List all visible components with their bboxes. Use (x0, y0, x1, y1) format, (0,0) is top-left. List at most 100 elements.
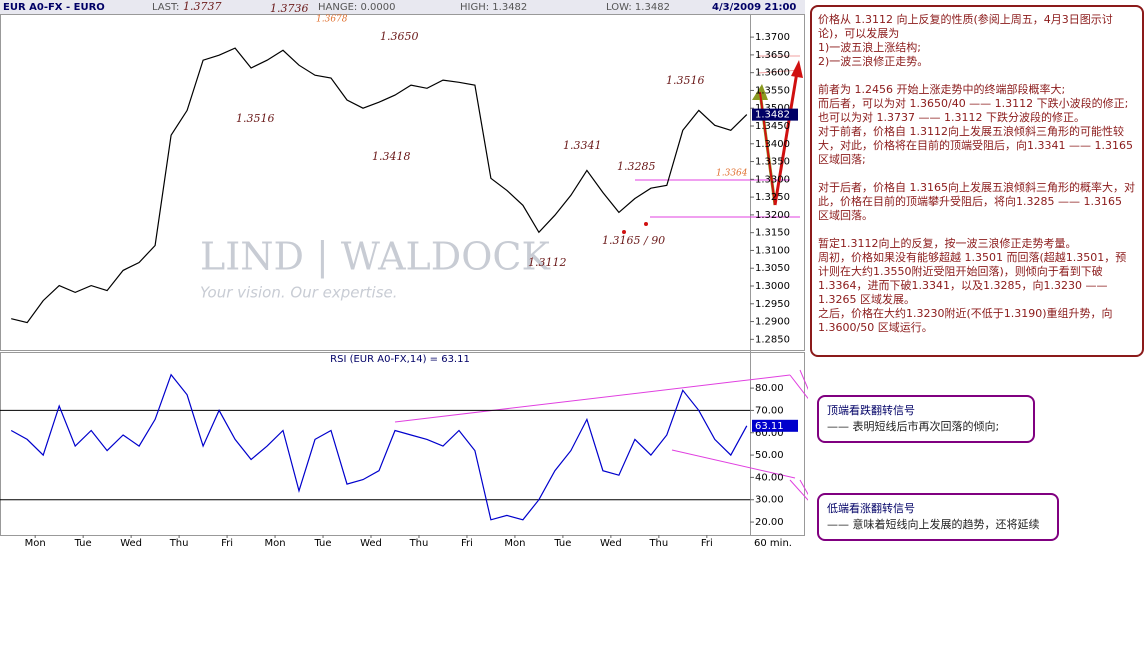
x-tick-label: Thu (169, 538, 189, 549)
x-tick-label: Tue (313, 538, 331, 549)
note-paragraph: 前者为 1.2456 开始上涨走势中的终端部段概率大; (818, 83, 1066, 96)
y-tick-label: 70.00 (755, 405, 784, 416)
series-line (11, 47, 748, 324)
arrow (773, 71, 799, 206)
last-label: LAST: (152, 2, 179, 13)
y-tick-label: 20.00 (755, 517, 784, 528)
analysis-notes: 价格从 1.3112 向上反复的性质(参阅上周五，4月3日图示讨论)，可以发展为… (810, 5, 1144, 357)
last-value: 1.3737 (183, 0, 222, 13)
price-frame (0, 14, 805, 351)
price-annotation: 1.3678 (316, 15, 348, 25)
x-tick-label: Fri (701, 538, 713, 549)
price-annotation: 1.3341 (563, 139, 602, 152)
x-tick-label: Wed (120, 538, 142, 549)
note-paragraph: 而后者，可以为对 1.3650/40 —— 1.3112 下跌小波段的修正; (818, 97, 1129, 110)
price-annotation: 1.3650 (380, 30, 419, 43)
watermark-brand: LIND | WALDOCK (200, 235, 550, 279)
y-tick-label: 1.3400 (755, 139, 790, 150)
series-line (10, 373, 748, 521)
callout: 顶端看跌翻转信号 —— 表明短线后市再次回落的倾向; (817, 395, 1035, 443)
y-tick-label: 1.3000 (755, 281, 790, 292)
y-tick-label: 1.3100 (755, 245, 790, 256)
y-tick-label: 1.3350 (755, 157, 790, 168)
y-tick-label: 50.00 (755, 450, 784, 461)
y-tick-label: 1.3700 (755, 32, 790, 43)
price-annotation: 1.3112 (528, 256, 567, 269)
y-tick-label: 1.3200 (755, 210, 790, 221)
y-tick-label: 60.00 (755, 428, 784, 439)
change: HANGE: 0.0000 (318, 2, 395, 13)
y-tick-label: 1.3050 (755, 263, 790, 274)
note-paragraph: 周初，价格如果没有能够超越 1.3501 而回落(超越1.3501，预计则在大约… (818, 251, 1127, 306)
symbol: EUR A0-FX - EURO (3, 2, 105, 13)
y-tick-label: 30.00 (755, 495, 784, 506)
note-paragraph: 之后，价格在大约1.3230附近(不低于1.3190)重组升势，向 1.3600… (818, 307, 1113, 334)
y-tick-label: 80.00 (755, 383, 784, 394)
rsi-frame (0, 352, 805, 536)
price-annotation: 1.3364 (716, 169, 748, 179)
price-annotation: 1.3165 / 90 (602, 234, 665, 247)
callout-text: —— 表明短线后市再次回落的倾向; (827, 420, 1000, 433)
y-tick-label: 1.3550 (755, 85, 790, 96)
last-value-label: 63.11 (755, 421, 784, 432)
header-bar (0, 0, 805, 14)
x-tick-label: Mon (265, 538, 286, 549)
callout-arrow (789, 479, 808, 501)
y-tick-label: 1.3650 (755, 50, 790, 61)
note-paragraph: 暂定1.3112向上的反复，按一波三浪修正走势考量。 (818, 237, 1077, 250)
arrow-head (791, 60, 803, 78)
last-value-box (752, 108, 798, 121)
last-value-box (752, 419, 798, 432)
trend-line (394, 374, 791, 423)
note-paragraph: 对于前者，价格自 1.3112向上发展五浪倾斜三角形的可能性较大，对此，价格将在… (818, 125, 1133, 166)
price-annotation: 1.3418 (372, 150, 411, 163)
trend-line (757, 69, 801, 74)
x-tick-label: Mon (25, 538, 46, 549)
callout: 低端看涨翻转信号 —— 意味着短线向上发展的趋势，还将延续 (817, 493, 1059, 541)
price-annotation: 1.3516 (236, 112, 275, 125)
note-paragraph: 价格从 1.3112 向上反复的性质(参阅上周五，4月3日图示讨论)，可以发展为 (818, 13, 1113, 40)
price-annotation: 1.3736 (270, 2, 309, 15)
marker-dot (622, 230, 626, 234)
y-tick-label: 1.3450 (755, 121, 790, 132)
y-tick-label: 1.2950 (755, 299, 790, 310)
y-tick-label: 1.3150 (755, 228, 790, 239)
trend-line (671, 449, 796, 479)
x-tick-label: Fri (221, 538, 233, 549)
marker-dot (644, 222, 648, 226)
y-tick-label: 1.2900 (755, 317, 790, 328)
callout-title: 低端看涨翻转信号 (827, 502, 915, 515)
x-tick-label: Tue (74, 538, 92, 549)
price-annotation: 1.3516 (666, 74, 705, 87)
watermark-slogan: Your vision. Our expertise. (200, 284, 398, 302)
note-paragraph: 1)一波五浪上涨结构; (818, 41, 921, 54)
note-paragraph: 对于后者，价格自 1.3165向上发展五浪倾斜三角形的概率大，对此，价格在目前的… (818, 181, 1135, 222)
chart: EUR A0-FX - EURO LAST: 1.3737 HANGE: 0.0… (0, 0, 808, 549)
x-tick-label: Thu (409, 538, 429, 549)
drawings (394, 55, 808, 501)
y-tick-label: 40.00 (755, 472, 784, 483)
high: HIGH: 1.3482 (460, 2, 527, 13)
callout-text: —— 意味着短线向上发展的趋势，还将延续 (827, 518, 1040, 531)
x-tick-label: Tue (553, 538, 571, 549)
x-axis-label: 60 min. (754, 538, 792, 549)
datetime: 4/3/2009 21:00 (712, 2, 796, 13)
note-paragraph: 2)一波三浪修正走势。 (818, 55, 929, 68)
callout-arrow (789, 369, 808, 400)
price-annotation: 1.3285 (617, 160, 656, 173)
x-tick-label: Wed (360, 538, 382, 549)
callout-title: 顶端看跌翻转信号 (827, 404, 915, 417)
last-value-label: 1.3482 (755, 110, 790, 121)
y-tick-label: 1.3300 (755, 174, 790, 185)
x-tick-label: Fri (461, 538, 473, 549)
low: LOW: 1.3482 (606, 2, 670, 13)
y-tick-label: 1.2850 (755, 334, 790, 345)
x-tick-label: Mon (504, 538, 525, 549)
note-paragraph: 也可以为对 1.3737 —— 1.3112 下跌分波段的修正。 (818, 111, 1085, 124)
x-tick-label: Thu (648, 538, 668, 549)
y-tick-label: 1.3250 (755, 192, 790, 203)
y-tick-label: 1.3600 (755, 68, 790, 79)
rsi-title: RSI (EUR A0-FX,14) = 63.11 (330, 354, 470, 365)
x-tick-label: Wed (600, 538, 622, 549)
